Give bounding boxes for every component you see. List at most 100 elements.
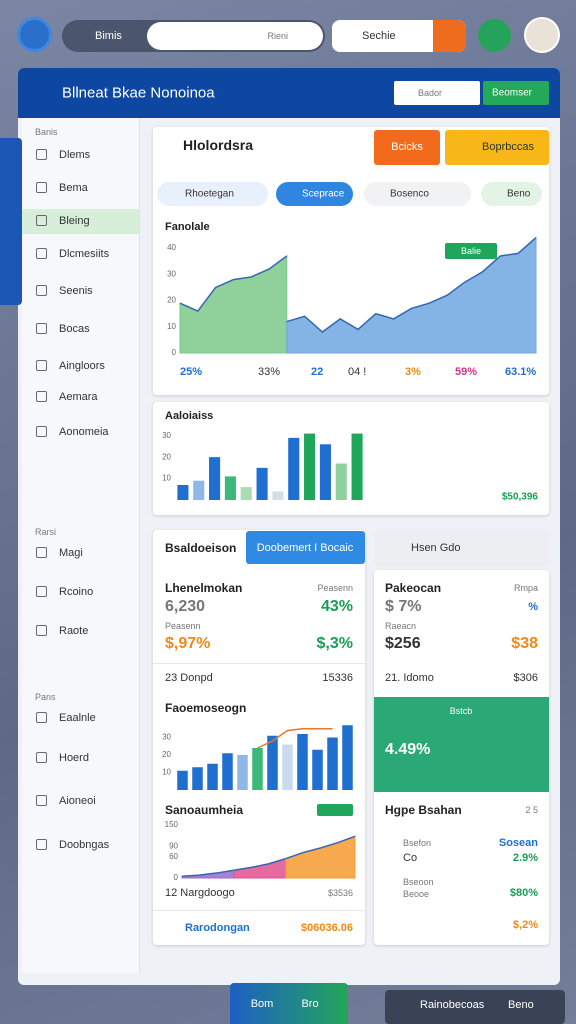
y-tick-label: 10 (162, 474, 171, 483)
text: Raeacn (385, 621, 417, 631)
avatar[interactable] (524, 17, 560, 53)
y-tick-label: 20 (167, 296, 176, 305)
header-button[interactable] (483, 81, 549, 105)
bottom-panel[interactable] (385, 990, 565, 1024)
text: $38 (511, 635, 538, 652)
text: 43% (320, 598, 353, 615)
sidebar-item[interactable]: Bleing (59, 215, 90, 227)
header-search[interactable] (394, 81, 480, 105)
button[interactable] (374, 130, 440, 165)
text: $256 (385, 635, 421, 652)
sidebar-item[interactable]: Aingloors (59, 360, 105, 372)
search-input[interactable] (147, 22, 323, 50)
text: 23 Donpd (165, 672, 213, 684)
text: Peasenn (317, 583, 353, 593)
text: Rarodongan (185, 922, 250, 934)
sidebar-item[interactable]: Bema (59, 182, 88, 194)
text: $,97% (165, 635, 211, 652)
text: $306 (513, 672, 538, 684)
text: 2.9% (512, 852, 538, 864)
sidebar-icon (36, 547, 47, 558)
text: Bstcb (449, 706, 473, 716)
bar (177, 485, 189, 500)
bar (288, 437, 300, 500)
text: Hgpe Bsahan (385, 803, 462, 817)
text: Sosean (498, 837, 538, 849)
sidebar-item[interactable]: Aonomeia (59, 426, 109, 438)
button[interactable] (445, 130, 549, 165)
tab[interactable] (481, 182, 542, 206)
y-tick-label: 30 (162, 733, 171, 742)
bar (193, 480, 205, 500)
area-line (233, 857, 287, 871)
tab[interactable] (276, 182, 353, 206)
sidebar-item[interactable]: Seenis (59, 285, 93, 297)
text: Lhenelmokan (165, 581, 243, 595)
tab[interactable] (246, 531, 365, 564)
sidebar-icon (36, 248, 47, 259)
bar-line-chart: 10 20 30 (162, 725, 353, 790)
sidebar-icon (36, 752, 47, 763)
sidebar-item[interactable]: Doobngas (59, 839, 110, 851)
sidebar-item[interactable]: Bocas (59, 323, 90, 335)
sidebar-item[interactable]: Aioneoi (59, 795, 96, 807)
tab-label: Beno (507, 188, 531, 200)
sidebar-item[interactable]: Magi (59, 547, 83, 559)
text: $3536 (327, 888, 353, 898)
sidebar-item[interactable]: Hoerd (59, 752, 89, 764)
tab-label: Sceprace (302, 188, 345, 200)
y-tick-label: 90 (169, 841, 178, 850)
text: Bom (250, 998, 274, 1010)
bar (207, 763, 218, 790)
area (286, 236, 537, 354)
card-title: Aaloiaiss (165, 410, 214, 422)
sidebar-icon (36, 149, 47, 160)
bar (335, 463, 347, 500)
sidebar-item[interactable]: Dlcmesiits (59, 248, 110, 260)
text: Faoemoseogn (165, 701, 247, 715)
text: 12 Nargdoogo (165, 887, 235, 899)
area-chart: 0 60 90 150 (165, 820, 356, 880)
text: Rmpa (513, 583, 538, 593)
stat: 33% (258, 366, 281, 378)
tab[interactable] (157, 182, 268, 206)
search-button[interactable] (433, 20, 466, 52)
highlight-panel (374, 697, 549, 792)
sidebar-item[interactable]: Dlems (59, 149, 91, 161)
dropdown[interactable] (374, 530, 549, 567)
app-logo[interactable] (17, 17, 52, 52)
sidebar-icon (36, 839, 47, 850)
sidebar (22, 118, 140, 973)
text: Co (403, 852, 418, 864)
area-chart: 0 10 20 30 40 (167, 236, 537, 357)
y-tick-label: 20 (162, 750, 171, 759)
sidebar-item[interactable]: Raote (59, 625, 89, 637)
sidebar-item[interactable]: Rcoino (59, 586, 94, 598)
text: Pakeocan (385, 581, 442, 595)
chart-badge (445, 243, 497, 259)
tab-label: Rhoetegan (185, 188, 234, 200)
bar (222, 753, 233, 790)
y-tick-label: 20 (162, 452, 171, 461)
bar-chart: 10 20 30 (162, 431, 363, 500)
y-tick-label: 40 (167, 243, 176, 252)
y-tick-label: 30 (162, 431, 171, 440)
sidebar-item[interactable]: Aemara (59, 391, 98, 403)
bottom-tabs[interactable] (230, 983, 348, 1024)
button-label: Boprbccas (482, 141, 534, 153)
bar (312, 749, 323, 790)
status-button[interactable] (478, 19, 511, 52)
sidebar-header: Rarsi (35, 527, 57, 537)
sidebar-icon (36, 625, 47, 636)
text: 6,230 (165, 598, 206, 615)
stat: 25% (180, 366, 203, 378)
tab[interactable] (364, 182, 471, 206)
divider (153, 910, 365, 911)
area-line (181, 869, 235, 877)
badge-label: Balie (460, 246, 482, 256)
sidebar-item[interactable]: Eaalnle (59, 712, 96, 724)
sidebar-icon (36, 795, 47, 806)
text: 2 5 (525, 805, 538, 815)
bar (319, 444, 331, 500)
search-placeholder: Bador (418, 88, 443, 98)
